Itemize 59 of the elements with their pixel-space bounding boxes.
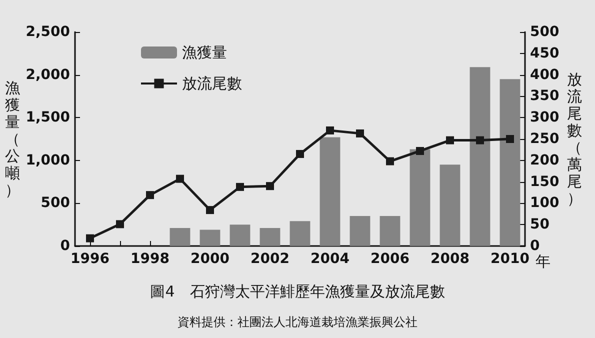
- y2-tick-label: 150: [530, 174, 560, 190]
- y2-tick-label: 50: [530, 216, 550, 233]
- y-tick-label: 2,000: [26, 66, 70, 83]
- y2-tick-label: 400: [530, 66, 560, 83]
- x-tick-label: 2010: [490, 251, 530, 267]
- point: [116, 220, 124, 228]
- point: [296, 150, 304, 158]
- text: 資料提供：社團法人北海道栽培漁業振興公社: [178, 315, 418, 329]
- point: [146, 191, 154, 200]
- x-tick-label: 2000: [190, 251, 230, 267]
- point: [446, 136, 454, 144]
- y2-tick-label: 200: [530, 152, 560, 168]
- bar: [230, 224, 250, 246]
- point: [506, 135, 514, 143]
- point: [176, 174, 184, 183]
- text: 圖4 石狩灣太平洋鯡歷年漁獲量及放流尾數: [150, 282, 445, 300]
- y2-axis-title: 放流尾數（萬尾）: [567, 70, 582, 208]
- point: [266, 182, 274, 190]
- legend-label: 放流尾數: [182, 74, 242, 92]
- y2-tick-label: 250: [530, 131, 560, 147]
- bar: [410, 149, 430, 246]
- bar: [170, 228, 190, 246]
- point: [326, 126, 334, 134]
- point: [476, 136, 484, 144]
- y2-tick-label: 500: [530, 24, 560, 40]
- bar: [500, 79, 520, 246]
- bar: [320, 137, 340, 246]
- x-tick-label: 2006: [370, 251, 410, 267]
- point: [386, 157, 394, 166]
- y2-tick-label: 450: [530, 45, 560, 62]
- x-tick-label: 2002: [250, 251, 290, 267]
- y-tick-label: 1,500: [26, 110, 70, 126]
- bar: [440, 164, 460, 246]
- x-tick-label: 1996: [70, 251, 110, 267]
- legend-label: 漁獲量: [182, 44, 227, 62]
- point: [86, 234, 94, 242]
- y-tick-label: 1,000: [26, 152, 70, 168]
- y-tick-label: 2,500: [26, 24, 70, 40]
- point: [356, 129, 364, 138]
- y-axis-title: 漁獲量（公噸）: [4, 79, 20, 199]
- y-tick-label: 500: [40, 195, 70, 212]
- y-tick-label: 0: [60, 238, 70, 254]
- bar: [260, 228, 280, 246]
- x-axis-title: 年: [535, 252, 550, 270]
- y2-tick-label: 350: [530, 88, 560, 104]
- x-tick-label: 1998: [130, 251, 170, 267]
- x-tick-label: 2004: [310, 251, 350, 267]
- bar: [380, 216, 400, 246]
- point: [206, 206, 214, 214]
- bar: [470, 67, 490, 246]
- point: [416, 146, 424, 155]
- bar: [290, 221, 310, 246]
- x-tick-label: 2008: [430, 251, 470, 267]
- point: [236, 182, 244, 191]
- y2-tick-label: 100: [530, 195, 560, 212]
- bar: [200, 230, 220, 246]
- y2-tick-label: 0: [530, 238, 540, 254]
- y2-tick-label: 300: [530, 110, 560, 126]
- bar: [350, 216, 370, 246]
